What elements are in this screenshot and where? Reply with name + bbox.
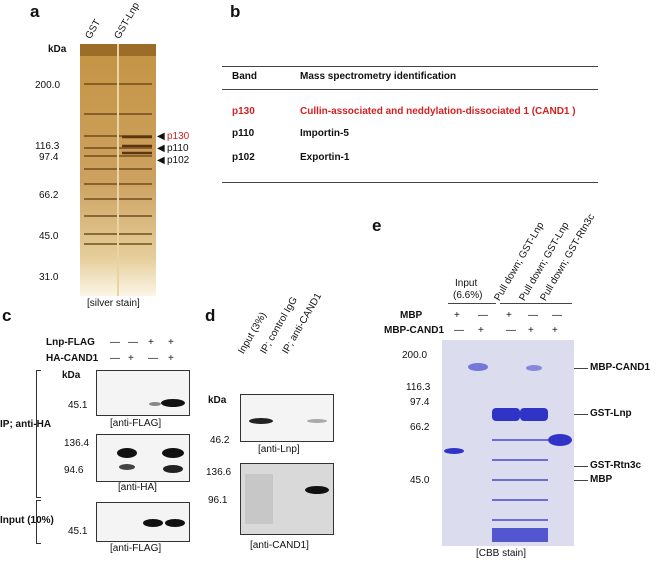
band-p110: p110 — [167, 143, 189, 154]
blot-anti-flag-ip — [96, 370, 190, 416]
table-header-rule — [222, 89, 598, 90]
table-row-band: p110 — [232, 128, 255, 139]
band-mbp-cand1: MBP-CAND1 — [590, 362, 650, 373]
panel-e-letter: e — [372, 216, 382, 235]
marker-116-e: 116.3 — [406, 382, 431, 393]
marker-200: 200.0 — [35, 80, 61, 91]
kda-label: kDa — [48, 44, 67, 55]
arrow-p102-icon: ◀ — [157, 155, 165, 166]
sign: — — [478, 310, 488, 321]
silver-stain-gel — [80, 44, 156, 296]
ha-cand1-label: HA-CAND1 — [46, 353, 99, 364]
pointer-line — [574, 368, 588, 369]
marker-45-c1: 45.1 — [68, 400, 88, 411]
band-gst-lnp: GST-Lnp — [590, 408, 632, 419]
marker-45-e: 45.0 — [410, 475, 430, 486]
cbb-caption: [CBB stain] — [476, 548, 527, 559]
pulldown-rule — [500, 303, 572, 304]
marker-136-c: 136.4 — [64, 438, 90, 449]
band-gst-rtn3c: GST-Rtn3c — [590, 460, 642, 471]
pointer-line — [574, 414, 588, 415]
panel-a-letter: a — [30, 2, 40, 21]
sign: — — [128, 337, 138, 348]
table-header-band: Band — [232, 71, 257, 82]
sign: — — [528, 310, 538, 321]
marker-116: 116.3 — [35, 141, 60, 152]
sign: + — [168, 353, 174, 364]
blot-anti-cand1 — [240, 463, 334, 535]
sign: + — [506, 310, 512, 321]
sign: — — [148, 353, 158, 364]
table-row-band: p102 — [232, 152, 255, 163]
sign: — — [454, 325, 464, 336]
mbp-cand1-row-label: MBP-CAND1 — [384, 325, 444, 336]
sign: — — [552, 310, 562, 321]
marker-96-d: 96.1 — [208, 495, 228, 506]
input-label-c: Input (10%) — [0, 515, 54, 526]
caption-anti-flag: [anti-FLAG] — [110, 418, 162, 429]
caption-anti-cand1: [anti-CAND1] — [250, 540, 309, 551]
table-top-rule — [222, 66, 598, 67]
marker-97-e: 97.4 — [410, 397, 430, 408]
sign: — — [110, 337, 120, 348]
sign: + — [478, 325, 484, 336]
band-p102: p102 — [167, 155, 190, 166]
input-bracket — [36, 500, 41, 544]
sign: + — [528, 325, 534, 336]
marker-45-c2: 45.1 — [68, 526, 88, 537]
blot-anti-flag-input — [96, 502, 190, 542]
lnp-flag-label: Lnp-FLAG — [46, 337, 95, 348]
lane-label-gst: GST — [83, 17, 104, 41]
table-row-id: Exportin-1 — [300, 152, 350, 163]
table-header-id: Mass spectrometry identification — [300, 71, 457, 82]
panel-b-letter: b — [230, 2, 241, 21]
silver-stain-caption: [silver stain] — [87, 298, 140, 309]
kda-label-d: kDa — [208, 395, 227, 406]
marker-45: 45.0 — [39, 231, 59, 242]
arrow-p130-icon: ◀ — [157, 131, 165, 142]
cbb-gel — [442, 340, 574, 546]
blot-anti-ha — [96, 434, 190, 482]
input-pct-e: (6.6%) — [453, 290, 483, 301]
ip-bracket — [36, 370, 41, 498]
input-label-e: Input — [455, 278, 478, 289]
marker-66-e: 66.2 — [410, 422, 430, 433]
lane-label-gst-lnp: GST-Lnp — [112, 0, 143, 41]
blot-anti-lnp — [240, 394, 334, 442]
band-p130: p130 — [167, 131, 190, 142]
marker-136-d: 136.6 — [206, 467, 232, 478]
marker-200-e: 200.0 — [402, 350, 428, 361]
kda-label-c: kDa — [62, 370, 81, 381]
table-row-band: p130 — [232, 106, 255, 117]
sign: + — [128, 353, 134, 364]
panel-d-letter: d — [205, 306, 216, 325]
sign: + — [552, 325, 558, 336]
marker-66: 66.2 — [39, 190, 59, 201]
sign: + — [168, 337, 174, 348]
caption-anti-lnp: [anti-Lnp] — [258, 444, 300, 455]
sign: + — [148, 337, 154, 348]
sign: + — [454, 310, 460, 321]
band-mbp: MBP — [590, 474, 613, 485]
pointer-line — [574, 466, 588, 467]
marker-46-d: 46.2 — [210, 435, 230, 446]
sign: — — [506, 325, 516, 336]
marker-94-c: 94.6 — [64, 465, 84, 476]
mbp-row-label: MBP — [400, 310, 423, 321]
table-row-id: Cullin-associated and neddylation-dissoc… — [300, 106, 576, 117]
ip-label: IP; anti-HA — [0, 419, 52, 430]
caption-anti-ha: [anti-HA] — [118, 482, 157, 493]
panel-c-letter: c — [2, 306, 12, 325]
marker-97: 97.4 — [39, 152, 59, 163]
sign: — — [110, 353, 120, 364]
arrow-p110-icon: ◀ — [157, 143, 165, 154]
input-rule — [448, 303, 496, 304]
marker-31: 31.0 — [39, 272, 59, 283]
table-row-id: Importin-5 — [300, 128, 349, 139]
caption-anti-flag-2: [anti-FLAG] — [110, 543, 162, 554]
pointer-line — [574, 480, 588, 481]
table-bottom-rule — [222, 182, 598, 183]
